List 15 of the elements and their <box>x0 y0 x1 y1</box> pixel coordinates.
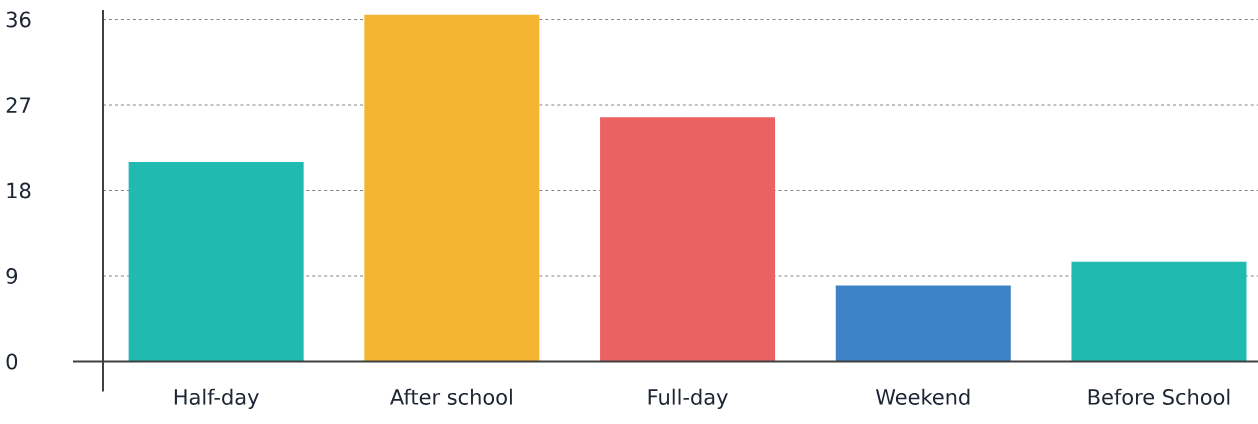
x-tick-label: Full-day <box>648 388 728 409</box>
bar <box>364 14 540 362</box>
x-tick-label: Half-day <box>174 388 259 409</box>
bar <box>835 285 1011 362</box>
y-tick-label: 18 <box>7 182 31 199</box>
y-tick-label: 27 <box>6 97 31 113</box>
bar <box>1071 261 1247 362</box>
y-tick-label: 36 <box>6 11 31 28</box>
y-tick-label: 0 <box>6 353 18 370</box>
x-tick-label: After school <box>390 388 512 405</box>
bar <box>600 117 776 362</box>
bar <box>128 162 304 362</box>
x-tick-label: Before School <box>1088 388 1230 405</box>
x-tick-label: Weekend <box>875 388 970 405</box>
y-tick-label: 9 <box>6 268 18 284</box>
